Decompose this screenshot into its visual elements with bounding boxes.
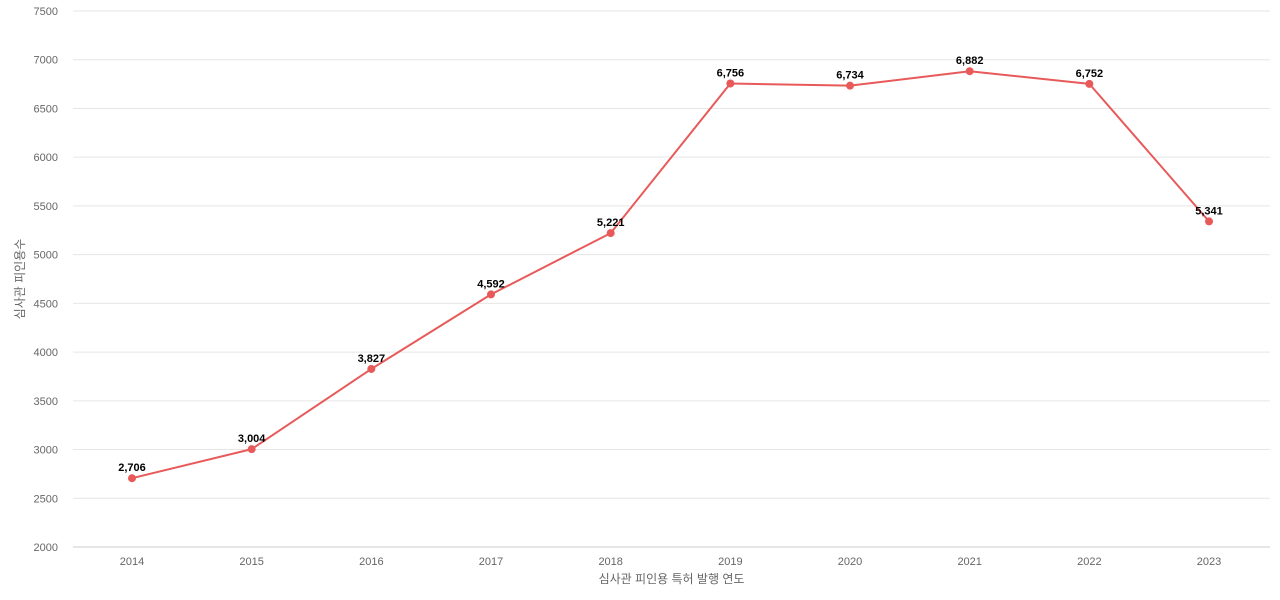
y-tick-label: 5500 [34,201,58,213]
data-point[interactable] [247,445,256,454]
data-point[interactable] [1205,217,1214,226]
data-point[interactable] [846,81,855,90]
y-tick-label: 2500 [34,493,58,505]
data-label: 6,734 [836,70,864,82]
x-tick-label: 2014 [120,556,144,568]
x-tick-label: 2022 [1077,556,1101,568]
data-point[interactable] [1085,79,1094,88]
data-point[interactable] [128,474,136,483]
y-tick-label: 3000 [34,445,58,457]
data-point[interactable] [606,229,615,238]
x-tick-label: 2020 [838,556,862,568]
grid [73,10,1270,499]
x-axis-title: 심사관 피인용 특허 발행 연도 [599,571,745,586]
data-label: 2,706 [118,462,146,474]
y-tick-label: 7500 [34,6,58,18]
data-point[interactable] [726,79,735,88]
y-tick-label: 3500 [34,396,58,408]
data-label: 6,882 [956,55,984,67]
x-tick-label: 2015 [239,556,263,568]
x-tick-label: 2021 [957,556,981,568]
data-label: 3,004 [238,433,266,445]
y-tick-label: 2000 [34,542,58,554]
y-tick-label: 6000 [34,152,58,164]
y-tick-label: 5000 [34,250,58,262]
x-axis-ticks: 2014 2015 2016 2017 2018 2019 2020 2021 2022 2023 [120,556,1222,568]
data-label: 3,827 [358,353,386,365]
data-labels: 2,706 3,004 3,827 4,592 5,221 6,756 6,734 6,882… [118,55,1223,474]
x-tick-label: 2016 [359,556,383,568]
data-point[interactable] [487,290,496,299]
data-label: 5,341 [1195,205,1223,217]
y-tick-label: 6500 [34,103,58,115]
data-label: 6,756 [717,68,745,80]
y-tick-label: 4500 [34,298,58,310]
series-group [128,67,1214,483]
y-axis-title: 심사관 피인용수 [13,239,27,320]
data-point[interactable] [965,67,974,76]
x-tick-label: 2019 [718,556,742,568]
x-tick-label: 2018 [598,556,622,568]
data-label: 4,592 [477,278,505,290]
y-tick-label: 4000 [34,347,58,359]
x-tick-label: 2023 [1197,556,1221,568]
data-label: 6,752 [1076,68,1104,80]
y-axis-ticks: 2000 2500 3000 3500 4000 4500 5000 5500 6000 6500… [34,6,58,554]
x-tick-label: 2017 [479,556,503,568]
y-tick-label: 7000 [34,55,58,67]
data-point[interactable] [367,364,376,373]
data-label: 5,221 [597,217,625,229]
series-line [131,70,1210,480]
